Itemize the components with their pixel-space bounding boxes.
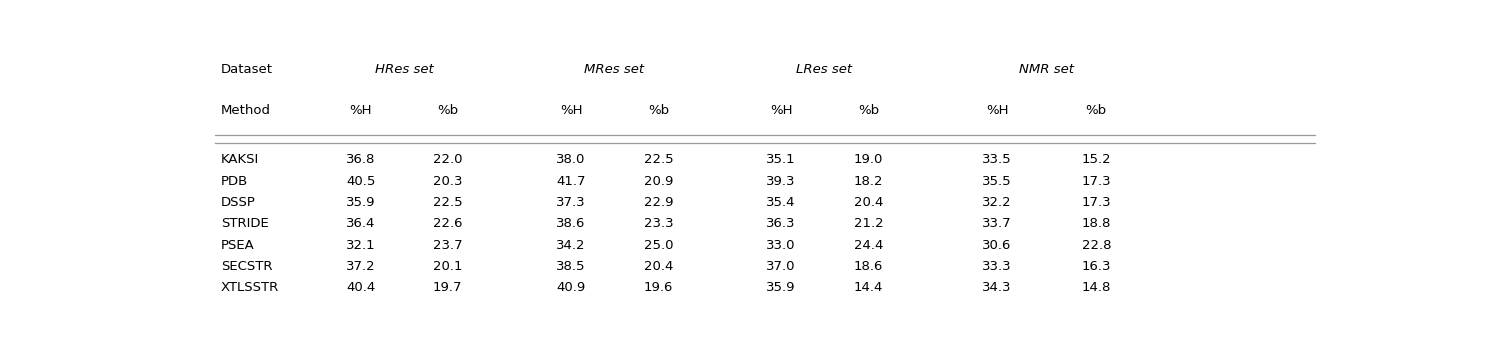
Text: %b: %b (648, 104, 669, 117)
Text: 23.7: 23.7 (432, 239, 462, 252)
Text: 25.0: 25.0 (645, 239, 673, 252)
Text: 16.3: 16.3 (1081, 260, 1111, 273)
Text: LRes set: LRes set (797, 63, 852, 76)
Text: STRIDE: STRIDE (221, 217, 268, 230)
Text: PDB: PDB (221, 175, 248, 188)
Text: 17.3: 17.3 (1081, 196, 1111, 209)
Text: 38.0: 38.0 (556, 153, 586, 166)
Text: HRes set: HRes set (375, 63, 434, 76)
Text: 33.3: 33.3 (982, 260, 1012, 273)
Text: %H: %H (560, 104, 583, 117)
Text: XTLSSTR: XTLSSTR (221, 281, 279, 294)
Text: 37.0: 37.0 (767, 260, 795, 273)
Text: PSEA: PSEA (221, 239, 255, 252)
Text: 36.3: 36.3 (767, 217, 795, 230)
Text: 36.8: 36.8 (346, 153, 375, 166)
Text: NMR set: NMR set (1018, 63, 1074, 76)
Text: %b: %b (858, 104, 880, 117)
Text: 37.2: 37.2 (346, 260, 376, 273)
Text: 40.4: 40.4 (346, 281, 375, 294)
Text: 41.7: 41.7 (556, 175, 586, 188)
Text: 33.5: 33.5 (982, 153, 1012, 166)
Text: 22.5: 22.5 (643, 153, 673, 166)
Text: 20.9: 20.9 (645, 175, 673, 188)
Text: %b: %b (437, 104, 458, 117)
Text: 35.9: 35.9 (346, 196, 375, 209)
Text: 22.9: 22.9 (645, 196, 673, 209)
Text: %b: %b (1086, 104, 1107, 117)
Text: 35.5: 35.5 (982, 175, 1012, 188)
Text: 40.5: 40.5 (346, 175, 375, 188)
Text: 35.4: 35.4 (767, 196, 795, 209)
Text: 22.0: 22.0 (432, 153, 462, 166)
Text: 32.2: 32.2 (982, 196, 1012, 209)
Text: KAKSI: KAKSI (221, 153, 259, 166)
Text: 38.6: 38.6 (556, 217, 586, 230)
Text: 22.6: 22.6 (432, 217, 462, 230)
Text: 17.3: 17.3 (1081, 175, 1111, 188)
Text: 40.9: 40.9 (556, 281, 586, 294)
Text: 20.1: 20.1 (432, 260, 462, 273)
Text: 34.2: 34.2 (556, 239, 586, 252)
Text: %H: %H (770, 104, 792, 117)
Text: 20.3: 20.3 (432, 175, 462, 188)
Text: %H: %H (986, 104, 1009, 117)
Text: 14.8: 14.8 (1081, 281, 1111, 294)
Text: 33.7: 33.7 (982, 217, 1012, 230)
Text: 19.7: 19.7 (432, 281, 462, 294)
Text: Dataset: Dataset (221, 63, 273, 76)
Text: 21.2: 21.2 (854, 217, 884, 230)
Text: 20.4: 20.4 (854, 196, 884, 209)
Text: 20.4: 20.4 (645, 260, 673, 273)
Text: Method: Method (221, 104, 271, 117)
Text: 23.3: 23.3 (643, 217, 673, 230)
Text: SECSTR: SECSTR (221, 260, 273, 273)
Text: 18.6: 18.6 (854, 260, 884, 273)
Text: 39.3: 39.3 (767, 175, 795, 188)
Text: 19.6: 19.6 (645, 281, 673, 294)
Text: 30.6: 30.6 (982, 239, 1012, 252)
Text: 19.0: 19.0 (854, 153, 884, 166)
Text: DSSP: DSSP (221, 196, 256, 209)
Text: 38.5: 38.5 (556, 260, 586, 273)
Text: 24.4: 24.4 (854, 239, 884, 252)
Text: 15.2: 15.2 (1081, 153, 1111, 166)
Text: 34.3: 34.3 (982, 281, 1012, 294)
Text: 36.4: 36.4 (346, 217, 375, 230)
Text: 35.1: 35.1 (767, 153, 797, 166)
Text: 35.9: 35.9 (767, 281, 795, 294)
Text: 18.8: 18.8 (1081, 217, 1111, 230)
Text: MRes set: MRes set (584, 63, 645, 76)
Text: 14.4: 14.4 (854, 281, 884, 294)
Text: 18.2: 18.2 (854, 175, 884, 188)
Text: %H: %H (349, 104, 372, 117)
Text: 22.8: 22.8 (1081, 239, 1111, 252)
Text: 37.3: 37.3 (556, 196, 586, 209)
Text: 22.5: 22.5 (432, 196, 462, 209)
Text: 33.0: 33.0 (767, 239, 795, 252)
Text: 32.1: 32.1 (346, 239, 376, 252)
